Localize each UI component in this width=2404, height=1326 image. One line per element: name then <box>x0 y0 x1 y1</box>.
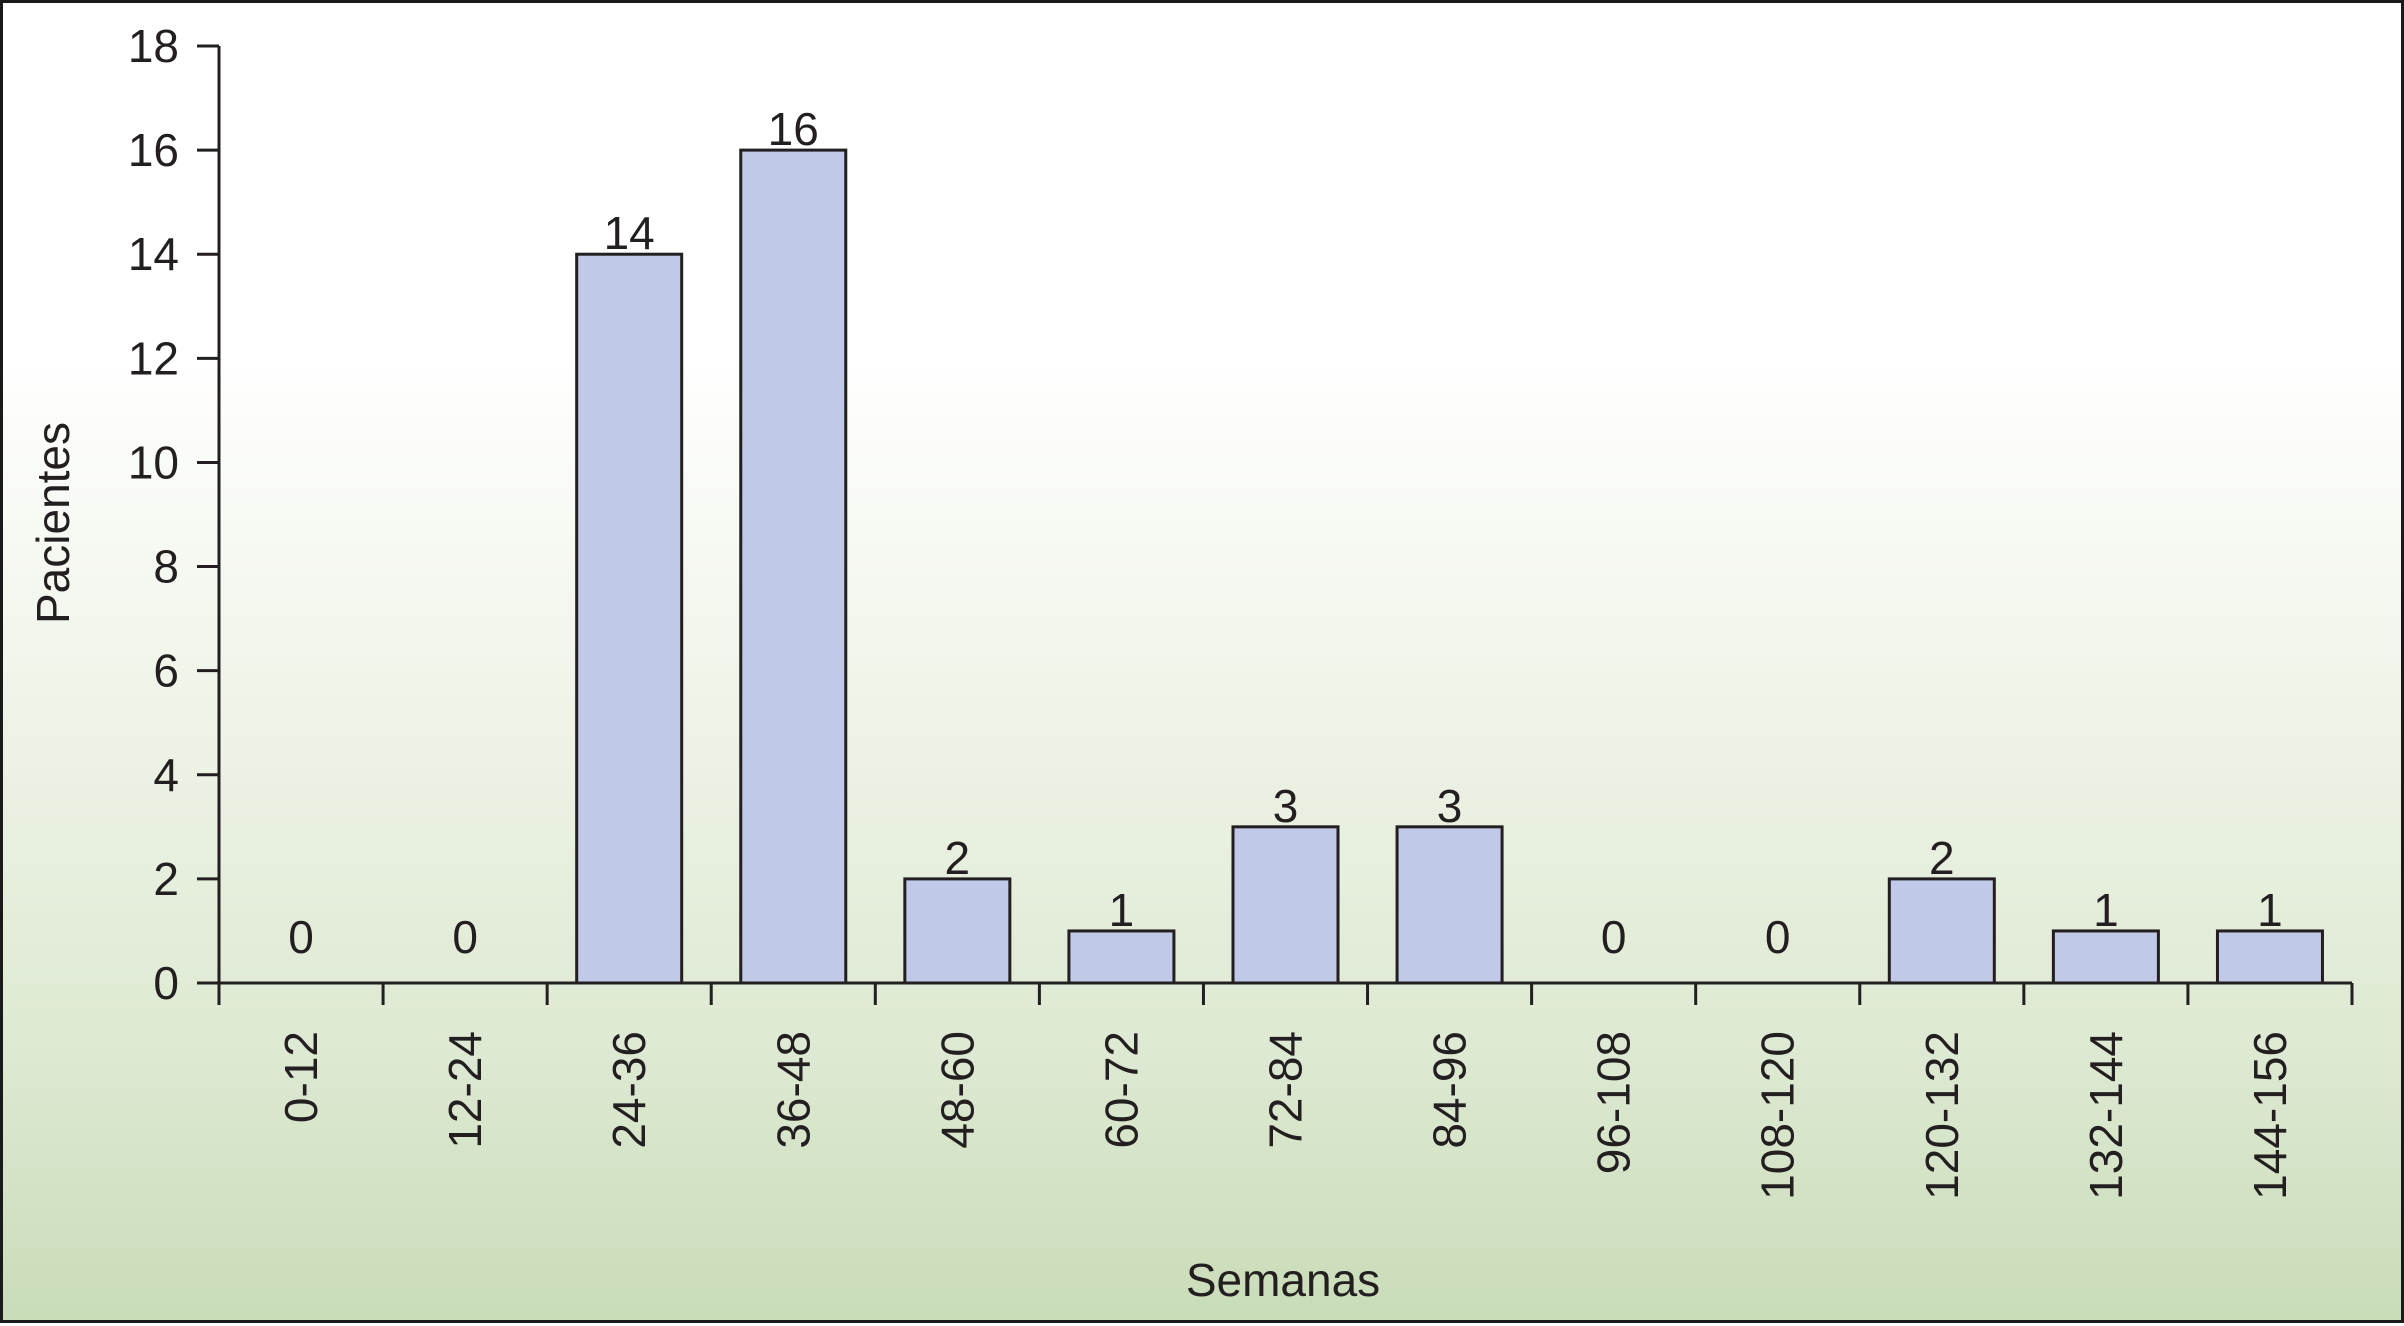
bar-value-label: 0 <box>288 911 314 963</box>
x-tick-label: 24-36 <box>603 1031 655 1149</box>
x-tick-label: 144-156 <box>2244 1031 2296 1200</box>
bar <box>575 252 684 985</box>
bar <box>1231 825 1340 985</box>
bar <box>1395 825 1504 985</box>
bar-value-label: 14 <box>604 207 655 259</box>
x-ticks: 0-12 12-24 24-36 36-48 48-60 60-72 72-84 84-96 9… <box>217 983 2354 1200</box>
bar-value-label: 0 <box>452 911 478 963</box>
x-tick-label: 96-108 <box>1588 1031 1640 1174</box>
y-tick-label: 8 <box>153 541 179 593</box>
bar-value-label: 16 <box>768 103 819 155</box>
y-tick-label: 14 <box>128 228 179 280</box>
bars-layer <box>575 148 2324 985</box>
y-tick-label: 16 <box>128 124 179 176</box>
y-tick-label: 12 <box>128 332 179 384</box>
bar-value-label: 1 <box>2257 884 2283 936</box>
bar-value-label: 2 <box>1929 832 1955 884</box>
bar <box>2215 929 2324 985</box>
bar-value-label: 0 <box>1765 911 1791 963</box>
y-tick-label: 0 <box>153 957 179 1009</box>
y-tick-label: 2 <box>153 853 179 905</box>
bar-value-label: 1 <box>2093 884 2119 936</box>
y-tick-label: 10 <box>128 436 179 488</box>
bar-value-label: 3 <box>1273 780 1299 832</box>
bar-value-label: 0 <box>1601 911 1627 963</box>
y-axis-title: Pacientes <box>27 422 79 624</box>
bar <box>1887 877 1996 985</box>
bar-value-label: 3 <box>1437 780 1463 832</box>
x-tick-label: 108-120 <box>1752 1031 1804 1200</box>
x-tick-label: 60-72 <box>1095 1031 1147 1149</box>
bar-value-label: 1 <box>1109 884 1135 936</box>
data-labels: 0 0 14 16 2 1 3 3 0 0 2 1 1 <box>288 103 2283 963</box>
axes-layer <box>217 46 2352 985</box>
x-axis-title: Semanas <box>1186 1254 1380 1306</box>
x-tick-label: 48-60 <box>931 1031 983 1149</box>
bar <box>739 148 848 985</box>
x-tick-label: 0-12 <box>275 1031 327 1123</box>
x-tick-label: 12-24 <box>439 1031 491 1149</box>
y-tick-label: 18 <box>128 20 179 72</box>
x-tick-label: 84-96 <box>1424 1031 1476 1149</box>
y-ticks: 0 2 4 6 8 10 12 14 16 18 <box>128 20 219 1009</box>
x-tick-label: 36-48 <box>767 1031 819 1149</box>
x-tick-label: 120-132 <box>1916 1031 1968 1200</box>
y-tick-label: 4 <box>153 749 179 801</box>
x-tick-label: 132-144 <box>2080 1031 2132 1200</box>
bar <box>903 877 1012 985</box>
y-tick-label: 6 <box>153 645 179 697</box>
bar <box>2051 929 2160 985</box>
bar-value-label: 2 <box>945 832 971 884</box>
bar <box>1067 929 1176 985</box>
x-tick-label: 72-84 <box>1260 1031 1312 1149</box>
